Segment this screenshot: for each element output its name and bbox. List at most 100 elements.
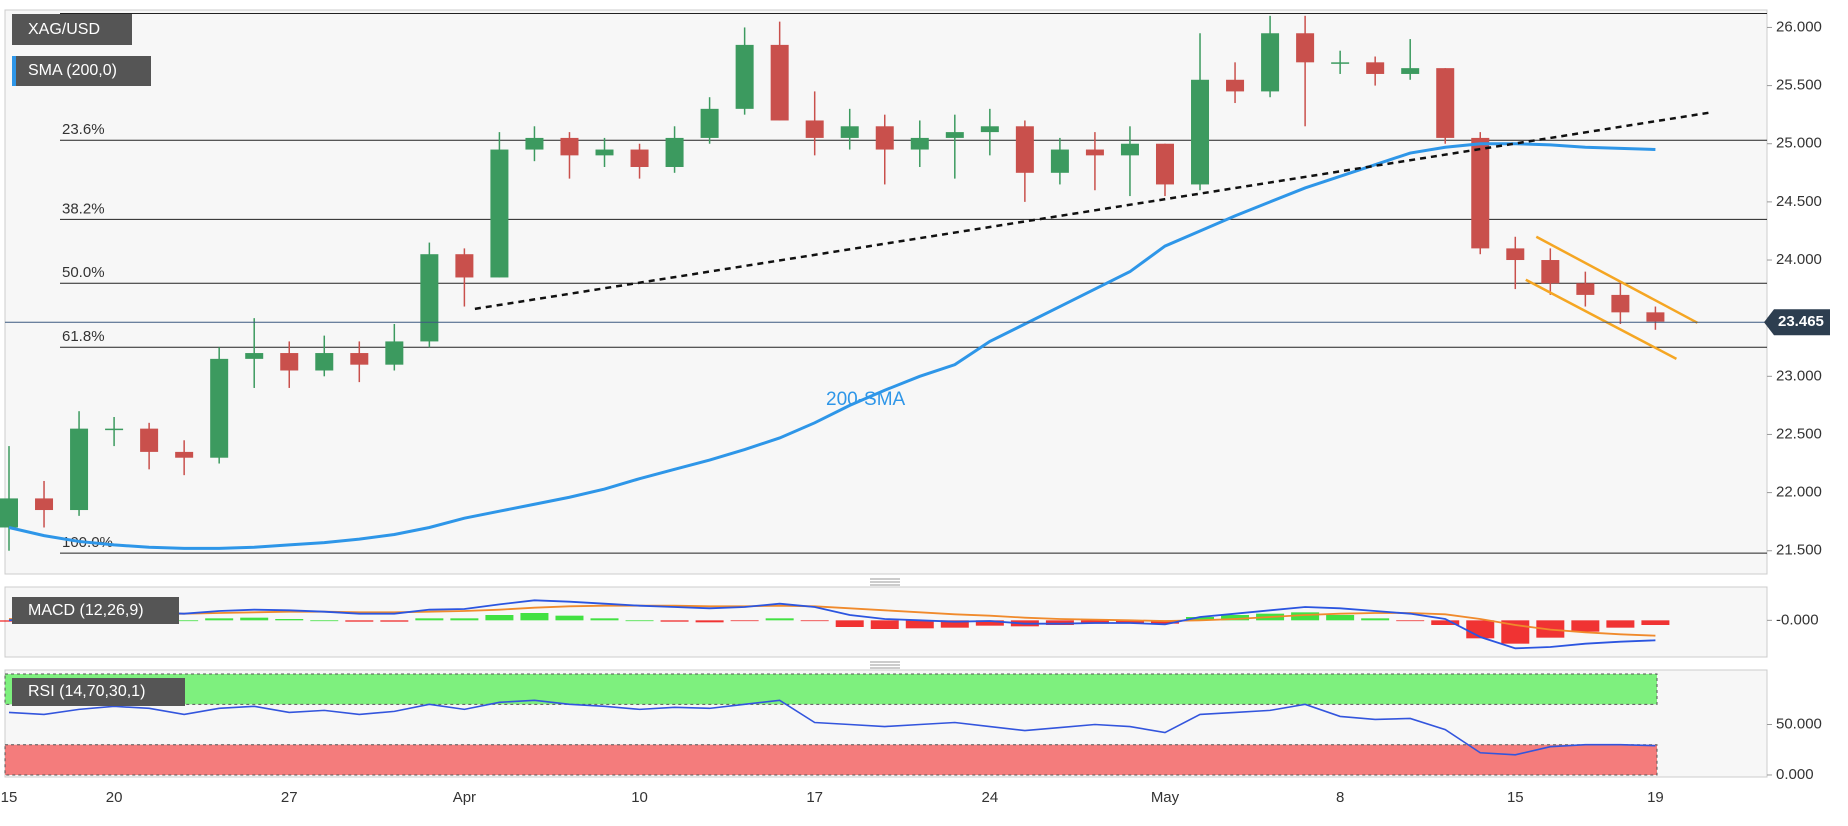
- histogram-bar: [380, 620, 409, 622]
- rsi-zone: [4, 744, 1658, 776]
- x-tick-label: 19: [1647, 789, 1664, 806]
- sma-annotation: 200-SMA: [826, 389, 906, 410]
- histogram-bar: [275, 619, 304, 621]
- macd-label: MACD (12,26,9): [28, 602, 144, 619]
- histogram-bar: [450, 618, 479, 621]
- candle-body: [1366, 62, 1385, 74]
- candle-body: [1261, 33, 1280, 92]
- candle-body: [1506, 248, 1525, 261]
- candle-body: [630, 149, 649, 167]
- signal-line: [8, 604, 1656, 637]
- candle-body: [595, 149, 614, 156]
- histogram-bar: [520, 613, 549, 621]
- channel-lower: [1525, 278, 1678, 360]
- histogram-bar: [240, 617, 269, 621]
- candle-body: [840, 126, 859, 138]
- panel-grip: [870, 578, 900, 586]
- candle-body: [1085, 149, 1104, 156]
- candle-body: [1331, 62, 1350, 64]
- x-tick-label: 24: [981, 789, 998, 806]
- histogram-bar: [1115, 620, 1144, 623]
- histogram-bar: [1291, 612, 1320, 621]
- x-tick-label: 20: [106, 789, 123, 806]
- candle-body: [280, 353, 299, 371]
- histogram-bar: [1606, 620, 1635, 628]
- candle-body: [525, 137, 544, 150]
- candle-body: [0, 498, 18, 528]
- panel-label-box: [12, 597, 179, 624]
- candle-body: [1226, 79, 1245, 92]
- x-tick-label: 17: [806, 789, 823, 806]
- candle-body: [1646, 312, 1665, 322]
- candle-body: [1611, 294, 1630, 313]
- candle-body: [1120, 143, 1139, 156]
- histogram-bar: [415, 618, 444, 621]
- candle-body: [420, 254, 439, 342]
- histogram-bar: [695, 620, 724, 623]
- y-tick-label: 0.000: [1776, 766, 1814, 783]
- panel-label-box: [12, 678, 185, 706]
- channel-upper: [1535, 235, 1699, 324]
- rsi-line: [8, 699, 1656, 756]
- histogram-bar: [1361, 618, 1390, 621]
- candle-body: [385, 341, 404, 365]
- x-tick-label: 15: [1507, 789, 1524, 806]
- candle-body: [210, 358, 229, 458]
- legend-box: [12, 56, 151, 86]
- candle-body: [35, 498, 54, 511]
- sma-line: [8, 142, 1656, 550]
- x-tick-label: 15: [1, 789, 18, 806]
- candle-body: [770, 44, 789, 121]
- candle-body: [490, 149, 509, 278]
- fib-label: 38.2%: [62, 200, 105, 217]
- last-price-label: 23.465: [1778, 313, 1824, 330]
- histogram-bar: [1571, 620, 1600, 632]
- x-tick-label: May: [1151, 789, 1180, 806]
- y-tick-label: 25.500: [1776, 77, 1822, 94]
- histogram-bar: [1221, 615, 1250, 621]
- candle-body: [1576, 283, 1595, 295]
- x-tick-label: 10: [631, 789, 648, 806]
- candle-body: [455, 254, 474, 278]
- y-tick-label: 24.500: [1776, 193, 1822, 210]
- candle-body: [945, 132, 964, 138]
- candle-body: [1436, 68, 1455, 138]
- y-tick-label: 25.000: [1776, 135, 1822, 152]
- candle-body: [315, 353, 334, 371]
- legend-box: [12, 14, 132, 45]
- candle-body: [910, 137, 929, 150]
- candle-body: [805, 120, 824, 138]
- rsi-zone: [4, 673, 1658, 705]
- candle-body: [1471, 137, 1490, 249]
- fib-label: 61.8%: [62, 328, 105, 345]
- histogram-bar: [170, 620, 199, 622]
- histogram-bar: [485, 615, 514, 621]
- histogram-bar: [835, 620, 864, 627]
- x-tick-label: 27: [281, 789, 298, 806]
- histogram-bar: [1150, 620, 1179, 624]
- histogram-bar: [555, 615, 584, 621]
- x-tick-label: 8: [1336, 789, 1344, 806]
- histogram-bar: [1080, 620, 1109, 624]
- plot-layer: 21.50022.00022.50023.00023.50024.00024.5…: [0, 12, 1830, 806]
- histogram-bar: [1396, 620, 1425, 622]
- histogram-bar: [905, 620, 934, 629]
- y-tick-label: 26.000: [1776, 18, 1822, 35]
- candle-body: [735, 44, 754, 109]
- histogram-bar: [800, 620, 829, 622]
- histogram-bar: [1431, 620, 1460, 625]
- histogram-bar: [730, 620, 759, 622]
- candle-body: [560, 137, 579, 156]
- histogram-bar: [765, 618, 794, 621]
- price-panel: [4, 9, 1768, 575]
- histogram-bar: [310, 620, 339, 622]
- candle-body: [350, 353, 369, 365]
- candle-body: [875, 126, 894, 150]
- panel-grip: [870, 661, 900, 669]
- y-tick-label: -0.000: [1776, 611, 1819, 628]
- histogram-bar: [1466, 620, 1495, 639]
- y-tick-label: 22.500: [1776, 425, 1822, 442]
- candle-body: [140, 428, 159, 452]
- candle-body: [980, 126, 999, 133]
